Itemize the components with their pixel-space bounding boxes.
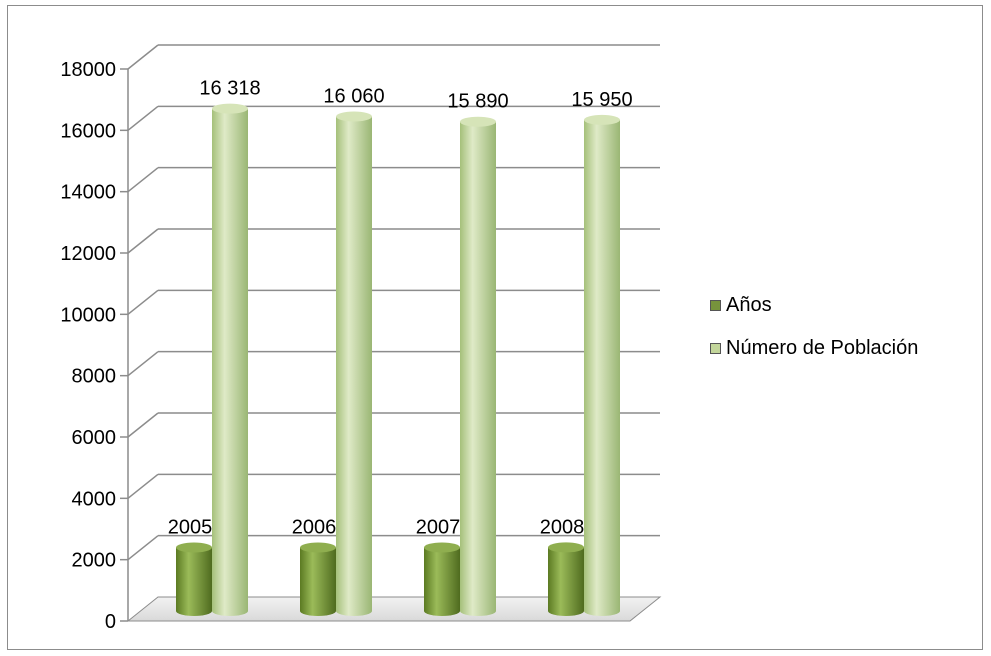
data-label-anos: 2008 — [540, 516, 585, 538]
legend-swatch-anos — [710, 299, 721, 311]
bar-body — [336, 116, 372, 616]
bar-2005-poblacion — [212, 103, 248, 617]
bar-2007-poblacion — [460, 116, 496, 616]
data-label-anos: 2006 — [292, 516, 337, 538]
bar-top — [548, 542, 584, 553]
bar-2007-anos — [424, 542, 460, 616]
bar-body — [424, 547, 460, 616]
gridline-depth — [127, 228, 159, 254]
bar-2008-anos — [548, 542, 584, 616]
bar-top — [176, 542, 212, 553]
bars-layer — [176, 103, 620, 617]
gridline-depth — [127, 44, 159, 70]
gridline-depth — [127, 473, 159, 499]
legend-item-anos: Años — [710, 292, 918, 318]
bar-2006-anos — [300, 542, 336, 616]
bar-2006-poblacion — [336, 111, 372, 616]
gridline-depth — [127, 167, 159, 193]
bar-top — [460, 116, 496, 127]
bar-top — [584, 114, 620, 125]
y-tick-label: 16000 — [60, 120, 116, 142]
data-label-poblacion: 15 890 — [447, 91, 508, 113]
bar-top — [300, 542, 336, 553]
data-label-poblacion: 16 318 — [199, 78, 260, 100]
y-tick-label: 8000 — [72, 366, 117, 388]
y-axis: 0 2000 4000 6000 8000 10000 12000 14000 16000 180… — [60, 59, 129, 633]
bar-top — [424, 542, 460, 553]
y-tick-label: 2000 — [72, 550, 117, 572]
gridline-depth — [127, 412, 159, 438]
legend-label-poblacion: Número de Población — [726, 336, 919, 359]
data-label-anos: 2007 — [416, 516, 461, 538]
y-tick-label: 0 — [105, 611, 116, 633]
legend-label-anos: Años — [726, 293, 772, 316]
legend: Años Número de Población — [710, 292, 918, 378]
bar-2005-anos — [176, 542, 212, 616]
chart-floor — [126, 596, 662, 622]
y-tick-label: 10000 — [60, 304, 116, 326]
legend-swatch-poblacion — [710, 342, 721, 354]
bar-body — [300, 547, 336, 616]
bar-body — [460, 121, 496, 616]
y-tick-label: 14000 — [60, 182, 116, 204]
data-label-anos: 2005 — [168, 517, 213, 539]
y-tick-label: 6000 — [72, 427, 117, 449]
y-tick-label: 4000 — [72, 488, 117, 510]
data-label-poblacion: 16 060 — [323, 85, 384, 107]
bar-top — [336, 111, 372, 122]
bar-body — [548, 547, 584, 616]
y-tick-label: 12000 — [60, 243, 116, 265]
bar-body — [176, 547, 212, 616]
gridline-depth — [127, 351, 159, 377]
legend-item-poblacion: Número de Población — [710, 335, 918, 361]
gridline-depth — [127, 289, 159, 315]
bar-top — [212, 103, 248, 114]
bar-body — [212, 108, 248, 617]
gridline-depth — [127, 535, 159, 561]
data-labels-layer: 2005 16 318 2006 16 060 2007 15 890 2008 15 950 — [168, 78, 633, 539]
data-label-poblacion: 15 950 — [571, 89, 632, 111]
bar-2008-poblacion — [584, 114, 620, 616]
bar-body — [584, 119, 620, 616]
gridline-depth — [127, 105, 159, 131]
y-tick-label: 18000 — [60, 59, 116, 81]
